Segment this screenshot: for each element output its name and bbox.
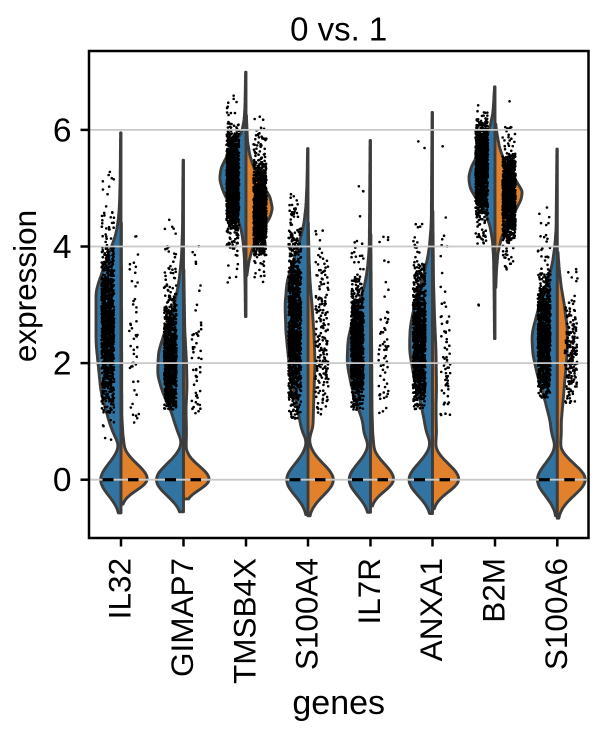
svg-text:GIMAP7: GIMAP7 <box>164 558 200 677</box>
svg-text:6: 6 <box>53 112 72 149</box>
svg-text:B2M: B2M <box>476 558 512 623</box>
svg-text:expression: expression <box>7 210 43 362</box>
svg-text:2: 2 <box>53 346 72 383</box>
svg-text:S100A6: S100A6 <box>538 558 574 670</box>
svg-text:IL32: IL32 <box>102 558 138 619</box>
svg-text:4: 4 <box>53 229 72 266</box>
svg-text:ANXA1: ANXA1 <box>413 558 449 661</box>
svg-text:0: 0 <box>53 462 72 499</box>
svg-text:0 vs. 1: 0 vs. 1 <box>290 11 387 48</box>
svg-text:genes: genes <box>292 684 385 722</box>
svg-text:IL7R: IL7R <box>351 558 387 625</box>
svg-text:TMSB4X: TMSB4X <box>227 558 263 684</box>
svg-text:S100A4: S100A4 <box>289 558 325 670</box>
